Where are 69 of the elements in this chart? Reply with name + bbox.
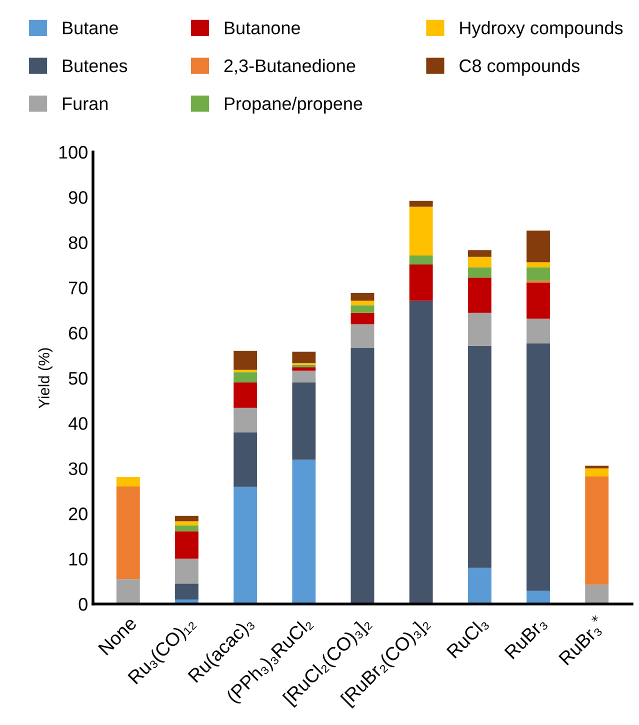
bar	[526, 230, 550, 262]
y-axis-title: Yield (%)	[38, 348, 52, 408]
bar	[116, 579, 140, 604]
bar	[468, 256, 492, 268]
y-tick-label: 0	[78, 598, 88, 611]
bar	[350, 324, 374, 348]
bar	[468, 250, 492, 257]
bar	[234, 382, 258, 408]
bar	[116, 476, 140, 486]
bar	[526, 343, 550, 591]
legend-label: Butane	[63, 22, 118, 34]
legend-label: Furan	[63, 97, 108, 110]
bar	[350, 293, 374, 301]
y-tick-label: 60	[68, 326, 88, 340]
bar	[585, 466, 609, 468]
bar	[409, 300, 433, 604]
bar	[526, 282, 550, 319]
bar	[350, 312, 374, 324]
bar	[292, 460, 316, 604]
bar	[526, 267, 550, 281]
bar	[292, 382, 316, 460]
bar	[234, 350, 258, 370]
bar	[292, 367, 316, 371]
legend-label: Butanone	[224, 22, 300, 34]
bar	[468, 346, 492, 568]
bar	[292, 370, 316, 383]
legend-label: Hydroxy compounds	[460, 21, 623, 38]
bar	[526, 318, 550, 344]
bar	[409, 206, 433, 256]
legend-label: 2,3-Butanedione	[224, 58, 356, 74]
y-tick-label: 10	[69, 552, 88, 566]
y-tick-label: 80	[68, 236, 88, 250]
bar	[350, 305, 374, 313]
legend-label: Butenes	[63, 60, 128, 72]
bar	[350, 348, 374, 604]
bar	[175, 516, 198, 522]
bar	[468, 278, 492, 313]
bar	[409, 200, 433, 207]
bar	[234, 432, 258, 487]
bar	[585, 468, 609, 477]
bar	[292, 352, 316, 364]
y-tick-label: 20	[68, 508, 88, 520]
bar	[409, 256, 433, 265]
bar	[468, 312, 492, 346]
bar	[175, 558, 198, 584]
y-tick-label: 50	[68, 372, 88, 385]
y-tick-label: 40	[68, 417, 88, 430]
bar	[468, 568, 492, 604]
bar	[175, 584, 198, 600]
bar	[409, 264, 433, 301]
bar	[175, 521, 198, 526]
bar	[175, 525, 198, 532]
bar	[526, 262, 550, 268]
bar	[468, 267, 492, 278]
legend-label: C8 compounds	[460, 58, 580, 76]
bar	[234, 408, 258, 432]
y-tick-label: 100	[59, 146, 88, 159]
bar	[585, 476, 609, 585]
bar	[234, 372, 258, 383]
bar	[585, 584, 609, 604]
y-tick-label: 30	[68, 462, 88, 476]
legend-label: Propane/propene	[224, 96, 362, 114]
bar	[116, 486, 140, 580]
bar	[350, 300, 374, 306]
y-tick-label: 90	[68, 191, 88, 204]
bar	[234, 486, 258, 604]
x-tick-label: RuBr₃$^{*}$	[556, 614, 608, 667]
bar	[175, 531, 198, 559]
y-tick-label: 70	[68, 282, 88, 294]
